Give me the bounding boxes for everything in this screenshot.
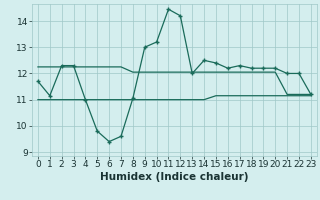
X-axis label: Humidex (Indice chaleur): Humidex (Indice chaleur): [100, 172, 249, 182]
